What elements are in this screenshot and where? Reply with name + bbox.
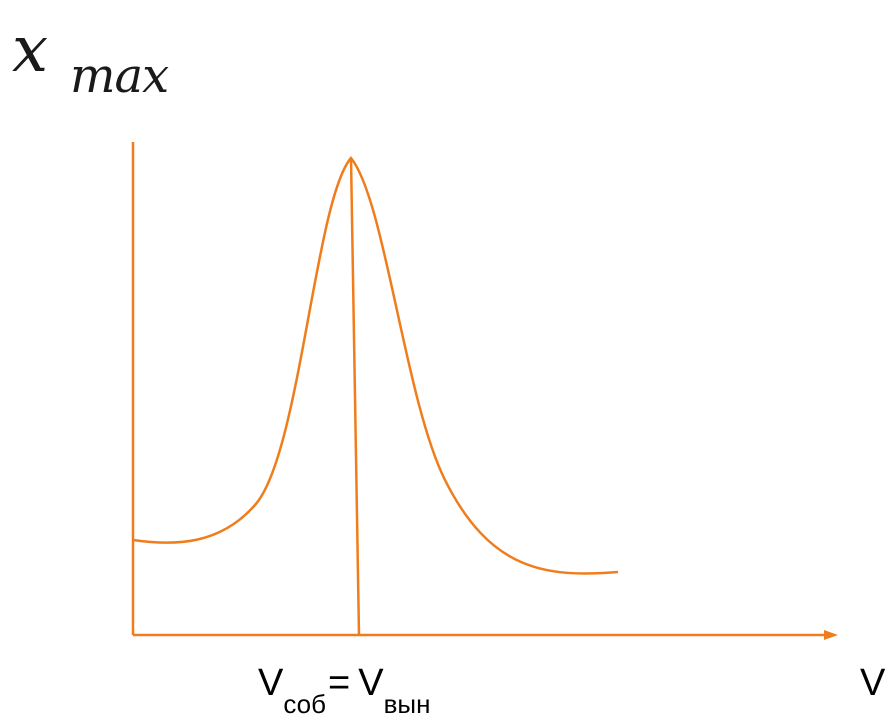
- resonance-curve: [132, 156, 619, 575]
- resonance-line: [349, 157, 361, 636]
- x-axis-arrow: [824, 630, 838, 640]
- forced-frequency-symbol: V: [358, 662, 384, 704]
- resonance-condition-label: Vсоб= Vвын: [258, 664, 430, 717]
- y-axis-label-symbol: x: [12, 13, 49, 87]
- y-axis-label-subscript: max: [70, 48, 169, 104]
- natural-frequency-subscript: соб: [283, 689, 327, 719]
- natural-frequency-symbol: V: [258, 662, 284, 704]
- x-axis-label: V: [860, 662, 885, 704]
- forced-frequency-subscript: вын: [383, 689, 431, 719]
- equals-sign: =: [328, 662, 351, 704]
- y-axis-label: x max: [12, 18, 312, 108]
